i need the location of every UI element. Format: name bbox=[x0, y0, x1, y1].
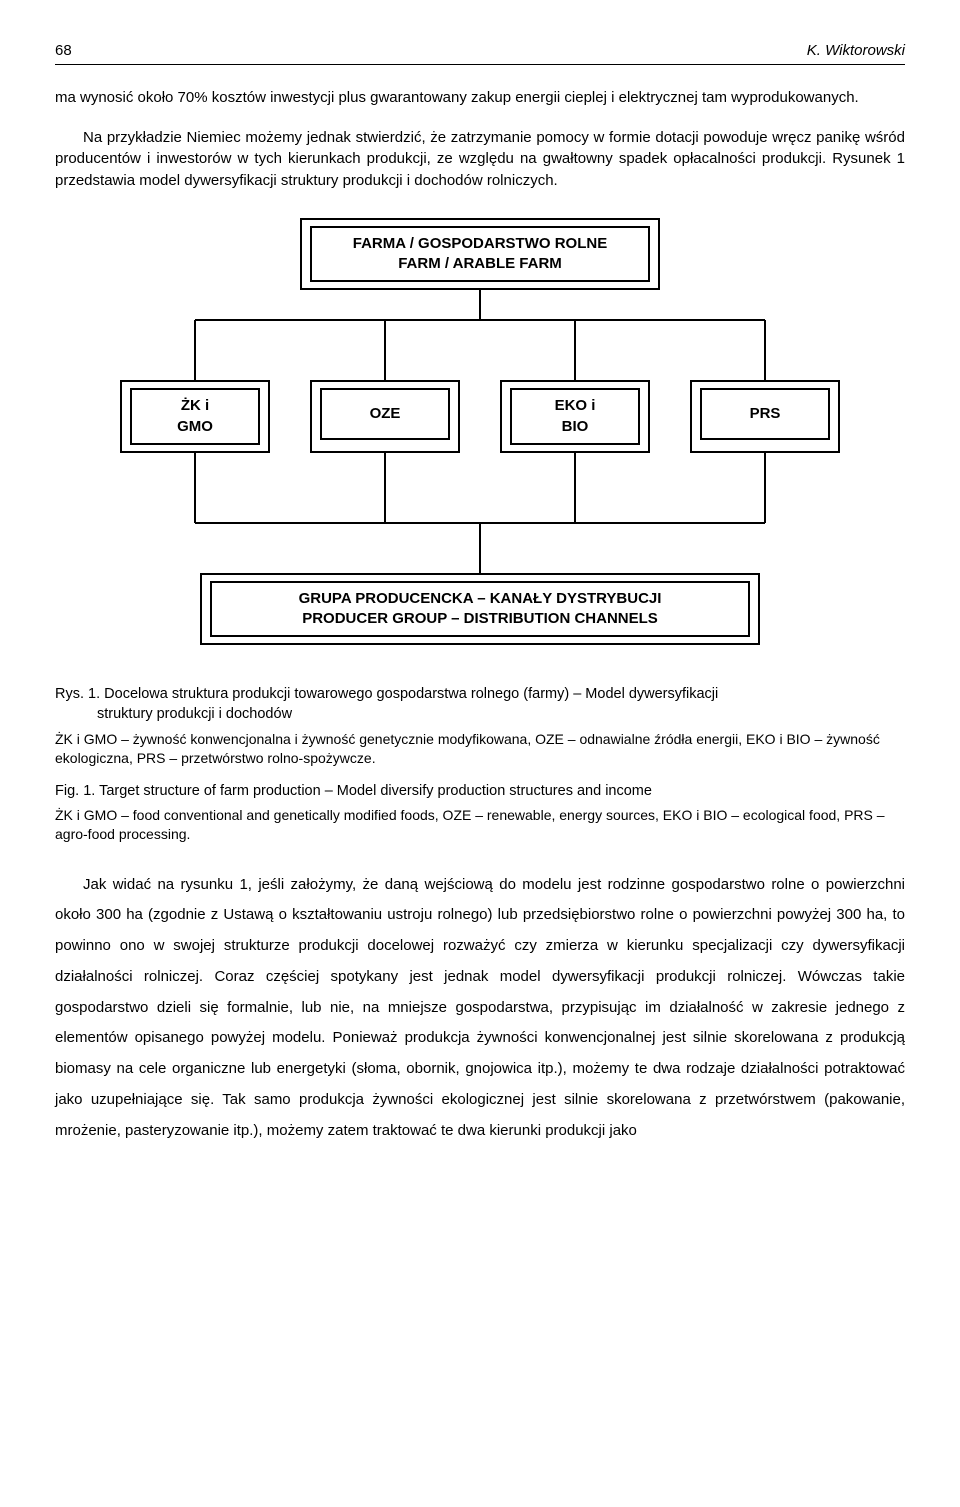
top-line1: FARMA / GOSPODARSTWO ROLNE bbox=[353, 235, 607, 252]
author-name: K. Wiktorowski bbox=[807, 40, 905, 62]
top-line2: FARM / ARABLE FARM bbox=[398, 255, 562, 272]
flowchart-top-node: FARMA / GOSPODARSTWO ROLNE FARM / ARABLE… bbox=[300, 218, 660, 291]
connector-bottom bbox=[120, 453, 840, 573]
flowchart-top-label: FARMA / GOSPODARSTWO ROLNE FARM / ARABLE… bbox=[310, 226, 650, 283]
bottom-line1: GRUPA PRODUCENCKA – KANAŁY DYSTRYBUCJI bbox=[299, 590, 662, 607]
flowchart-node-eko-bio: EKO i BIO bbox=[500, 380, 650, 453]
connector-top bbox=[120, 290, 840, 380]
node-label: EKO i BIO bbox=[555, 396, 596, 437]
flowchart-node-prs: PRS bbox=[690, 380, 840, 453]
second-paragraph: Na przykładzie Niemiec możemy jednak stw… bbox=[55, 127, 905, 192]
figure-caption-pl: Rys. 1. Docelowa struktura produkcji tow… bbox=[55, 685, 905, 724]
node-label: PRS bbox=[750, 404, 781, 424]
page-number: 68 bbox=[55, 40, 72, 62]
flowchart-bottom-label: GRUPA PRODUCENCKA – KANAŁY DYSTRYBUCJI P… bbox=[210, 581, 750, 638]
caption-label-en: Fig. 1. bbox=[55, 783, 99, 799]
bottom-line2: PRODUCER GROUP – DISTRIBUTION CHANNELS bbox=[302, 610, 658, 627]
caption-title-en: Target structure of farm production – Mo… bbox=[99, 783, 652, 799]
node-label: OZE bbox=[370, 404, 401, 424]
caption-label: Rys. 1. bbox=[55, 686, 104, 702]
flowchart-node-oze: OZE bbox=[310, 380, 460, 453]
l1: EKO i bbox=[555, 397, 596, 414]
flowchart-diagram: FARMA / GOSPODARSTWO ROLNE FARM / ARABLE… bbox=[120, 218, 840, 646]
figure-legend-pl: ŻK i GMO – żywność konwencjonalna i żywn… bbox=[55, 730, 905, 768]
body-paragraph: Jak widać na rysunku 1, jeśli założymy, … bbox=[55, 870, 905, 1147]
body-text: Jak widać na rysunku 1, jeśli założymy, … bbox=[55, 876, 905, 1139]
figure-legend-en: ŻK i GMO – food conventional and genetic… bbox=[55, 806, 905, 844]
flowchart-middle-row: ŻK i GMO OZE EKO i BIO PRS bbox=[120, 380, 840, 453]
node-label: ŻK i GMO bbox=[177, 396, 213, 437]
flowchart-bottom-node: GRUPA PRODUCENCKA – KANAŁY DYSTRYBUCJI P… bbox=[200, 573, 760, 646]
caption-title-text: Docelowa struktura produkcji towarowego … bbox=[104, 686, 718, 702]
l1: ŻK i bbox=[181, 397, 209, 414]
l2: GMO bbox=[177, 418, 213, 435]
figure-caption-en: Fig. 1. Target structure of farm product… bbox=[55, 782, 905, 802]
l2: BIO bbox=[562, 418, 589, 435]
caption-title-text2: struktury produkcji i dochodów bbox=[55, 705, 905, 725]
page-header: 68 K. Wiktorowski bbox=[55, 40, 905, 65]
intro-paragraph: ma wynosić około 70% kosztów inwestycji … bbox=[55, 87, 905, 109]
flowchart-node-zk-gmo: ŻK i GMO bbox=[120, 380, 270, 453]
